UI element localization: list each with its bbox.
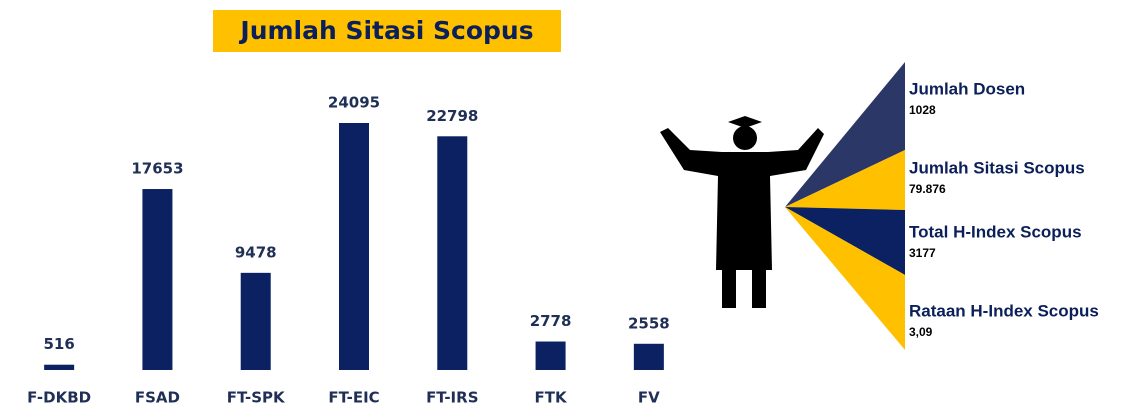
value-label: 9478 (235, 243, 277, 261)
fan-segment (785, 150, 905, 210)
value-label: 22798 (426, 107, 478, 125)
summary-value: 1028 (909, 103, 936, 117)
bar (437, 136, 468, 370)
x-tick-label: FT-IRS (426, 389, 478, 407)
value-label: 516 (43, 335, 74, 353)
bar (339, 123, 369, 370)
fan-segment (785, 62, 905, 207)
summary-value: 3177 (909, 246, 936, 260)
summary-label: Rataan H-Index Scopus (909, 301, 1099, 320)
summary-label: Jumlah Dosen (909, 79, 1025, 98)
summary-label: Jumlah Sitasi Scopus (909, 158, 1085, 177)
bar (535, 341, 566, 370)
x-tick-label: FT-EIC (328, 389, 379, 407)
chart-title: Jumlah Sitasi Scopus (238, 16, 533, 45)
title-box (213, 10, 561, 52)
summary-value: 79.876 (909, 182, 946, 196)
bar (44, 364, 75, 370)
summary-label: Total H-Index Scopus (909, 222, 1082, 241)
bar (240, 272, 271, 370)
x-tick-label: FSAD (135, 389, 180, 407)
graduate-silhouette (660, 116, 824, 308)
value-label: 2778 (530, 312, 572, 330)
x-tick-label: FT-SPK (227, 389, 286, 407)
x-tick-label: F-DKBD (27, 389, 91, 407)
summary-value: 3,09 (909, 325, 933, 339)
fan (785, 62, 905, 350)
x-tick-label: FTK (535, 389, 568, 407)
bar (633, 343, 664, 370)
bar (142, 189, 173, 370)
value-label: 24095 (328, 94, 380, 112)
x-tick-label: FV (638, 389, 660, 407)
value-label: 2558 (628, 314, 670, 332)
fan-segment (785, 207, 905, 350)
value-label: 17653 (131, 160, 183, 178)
